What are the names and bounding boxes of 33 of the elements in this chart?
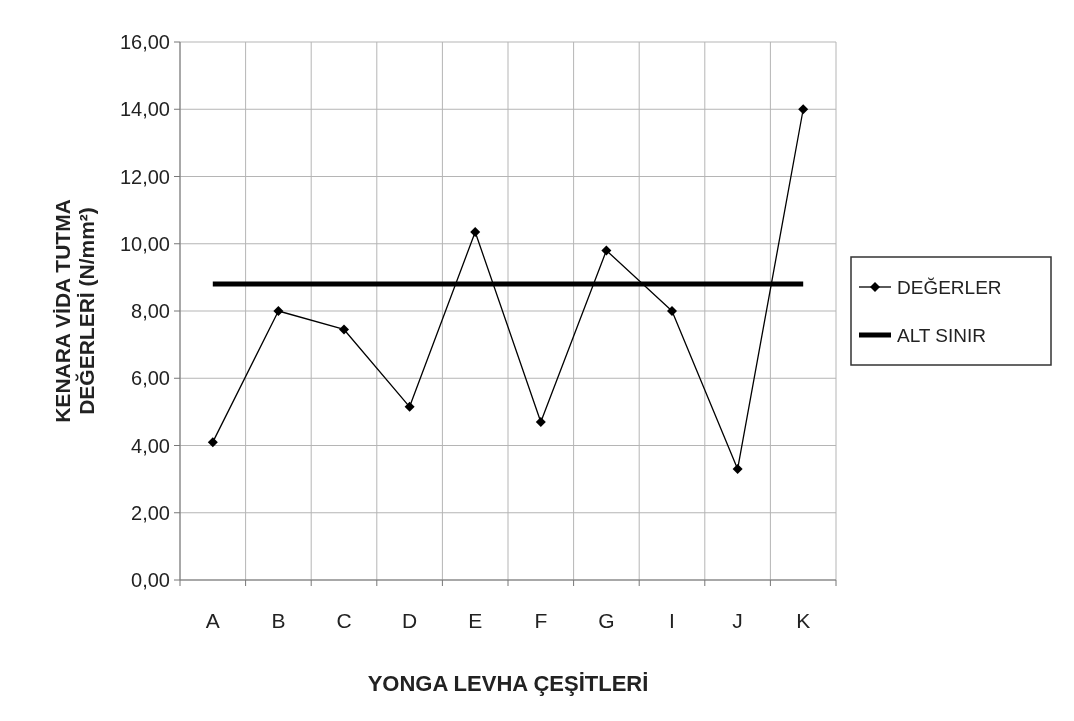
y-tick-label: 6,00 (131, 367, 170, 390)
y-tick-label: 16,00 (119, 31, 170, 53)
point (339, 324, 349, 335)
x-tick-label: K (796, 609, 811, 632)
point (667, 306, 677, 316)
x-tick-label: D (402, 609, 418, 632)
y-tick-label: 12,00 (119, 165, 170, 188)
y-axis-title: KENARA VİDA TUTMA DEĞERLERİ (N/mm²) (51, 199, 98, 423)
legend-label: DEĞERLER (897, 276, 1002, 298)
x-tick-label: A (205, 609, 220, 632)
x-axis-title: YONGA LEVHA ÇEŞİTLERİ (367, 671, 649, 696)
point (601, 245, 612, 256)
point (732, 464, 743, 475)
y-tick-label: 14,00 (119, 98, 170, 121)
point (470, 226, 481, 237)
y-tick-label: 0,00 (131, 569, 170, 591)
x-tick-label: I (669, 609, 675, 632)
point (404, 401, 415, 412)
point (798, 104, 809, 115)
x-tick-label: B (271, 609, 286, 632)
point (273, 306, 284, 316)
legend-label: ALT SINIR (897, 324, 987, 346)
x-tick-label: C (336, 609, 352, 632)
y-tick-label: 10,00 (119, 232, 170, 255)
x-tick-label: J (732, 609, 743, 632)
y-tick-label: 8,00 (131, 300, 170, 322)
x-tick-label: G (598, 609, 615, 632)
y-tick-label: 4,00 (131, 434, 170, 457)
point (207, 437, 218, 448)
x-tick-label: F (534, 609, 548, 632)
y-tick-label: 2,00 (131, 501, 170, 524)
x-tick-label: E (468, 609, 483, 632)
point (535, 416, 546, 427)
